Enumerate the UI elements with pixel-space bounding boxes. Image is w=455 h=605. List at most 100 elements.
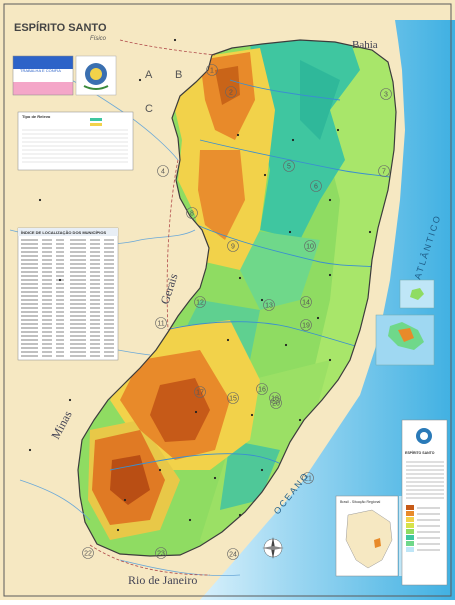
grid-number: 23	[157, 551, 165, 558]
grid-number-circle	[155, 317, 167, 329]
grid-number: 8	[190, 211, 194, 218]
grid-number-circle	[300, 319, 312, 331]
grid-number-circle	[269, 392, 281, 404]
grid-number: 7	[382, 169, 386, 176]
coat-of-arms-icon	[75, 55, 117, 96]
grid-number: 2	[229, 90, 233, 97]
city-marker	[158, 468, 162, 472]
legend-swatch	[406, 517, 414, 522]
grid-number: 24	[229, 552, 237, 559]
grid-number: 4	[161, 169, 165, 176]
state-flag: TRABALHA E CONFIA	[12, 55, 74, 96]
grid-number: 5	[287, 164, 291, 171]
city-marker	[316, 316, 320, 320]
inset-title: Brasil - Situação Regional	[340, 500, 380, 504]
grid-number-circle	[155, 547, 167, 559]
grid-number: 12	[196, 300, 204, 307]
city-marker	[138, 78, 142, 82]
legend-swatch	[406, 541, 414, 546]
grid-number-circle	[227, 548, 239, 560]
grid-number-circle	[225, 86, 237, 98]
grid-number-circle	[302, 472, 314, 484]
index-title: ÍNDICE DE LOCALIZAÇÃO DOS MUNICÍPIOS	[21, 230, 106, 235]
grid-number: 11	[157, 321, 164, 328]
grid-number: 1	[210, 68, 214, 75]
info-panel: Tipo de Relevo	[17, 111, 134, 171]
city-marker	[236, 133, 240, 137]
city-marker	[336, 128, 340, 132]
city-marker	[194, 410, 198, 414]
grid-number: 22	[84, 551, 92, 558]
city-marker	[260, 468, 264, 472]
grid-number: 15	[229, 396, 237, 403]
grid-number-circle	[310, 180, 322, 192]
grid-number-circle	[186, 207, 198, 219]
legend-swatch	[406, 511, 414, 516]
grid-number: 3	[384, 92, 388, 99]
grid-labels: A B C	[145, 69, 182, 115]
grid-number: 17	[196, 390, 204, 397]
city-marker	[226, 338, 230, 342]
sea	[200, 20, 455, 600]
title-block: ESPÍRITO SANTO Físico	[14, 21, 107, 42]
grid-number-circle	[304, 240, 316, 252]
grid-number: 10	[306, 244, 314, 251]
city-marker	[328, 273, 332, 277]
grid-number: 19	[302, 323, 310, 330]
grid-number: 21	[304, 476, 312, 483]
compass-rose-icon	[262, 537, 284, 559]
grid-number-circle	[380, 88, 392, 100]
grid-number: 9	[231, 244, 235, 251]
city-marker	[188, 518, 192, 522]
state-boundaries	[89, 39, 216, 576]
grid-number-circle	[194, 386, 206, 398]
city-marker	[260, 298, 264, 302]
brazil-inset: Brasil - Situação Regional	[335, 495, 411, 577]
city-marker	[38, 198, 42, 202]
grid-number-circle	[270, 397, 282, 409]
city-marker	[263, 173, 267, 177]
region-bahia: Bahia	[352, 39, 378, 51]
grid-number-circle	[227, 240, 239, 252]
grid-number-circle	[206, 64, 218, 76]
grid-number-circle	[263, 299, 275, 311]
grid-number: 6	[314, 184, 318, 191]
grid-number-circle	[283, 160, 295, 172]
city-marker	[213, 476, 217, 480]
city-marker	[116, 528, 120, 532]
page-subtitle: Físico	[90, 36, 107, 42]
grid-col-a: A	[145, 69, 153, 81]
region-rio: Rio de Janeiro	[128, 573, 197, 587]
grid-number: 18	[271, 396, 279, 403]
city-marker	[250, 413, 254, 417]
grid-number-circle	[300, 296, 312, 308]
legend-title: ESPÍRITO SANTO	[405, 450, 435, 455]
legend-swatch	[406, 547, 414, 552]
city-marker	[58, 278, 62, 282]
legend-swatch	[406, 505, 414, 510]
grid-number: 20	[272, 401, 280, 408]
grid-col-b: B	[175, 69, 182, 81]
legend-swatch	[406, 529, 414, 534]
city-marker	[298, 418, 302, 422]
island-inset-martin-vaz	[375, 314, 435, 366]
legend-swatch	[406, 535, 414, 540]
city-marker	[291, 138, 295, 142]
city-marker	[284, 343, 288, 347]
grid-number-circle	[378, 165, 390, 177]
elevation-legend: ESPÍRITO SANTO	[401, 419, 448, 586]
grid-col-c: C	[145, 103, 153, 115]
city-marker	[368, 230, 372, 234]
grid-number-circle	[194, 296, 206, 308]
page-title: ESPÍRITO SANTO	[14, 21, 107, 34]
grid-number-circle	[227, 392, 239, 404]
city-marker	[238, 513, 242, 517]
map-frame	[3, 3, 452, 597]
city-marker	[123, 498, 127, 502]
info-panel-title: Tipo de Relevo	[22, 114, 51, 119]
city-marker	[68, 398, 72, 402]
city-marker	[28, 448, 32, 452]
grid-number: 14	[302, 300, 310, 307]
